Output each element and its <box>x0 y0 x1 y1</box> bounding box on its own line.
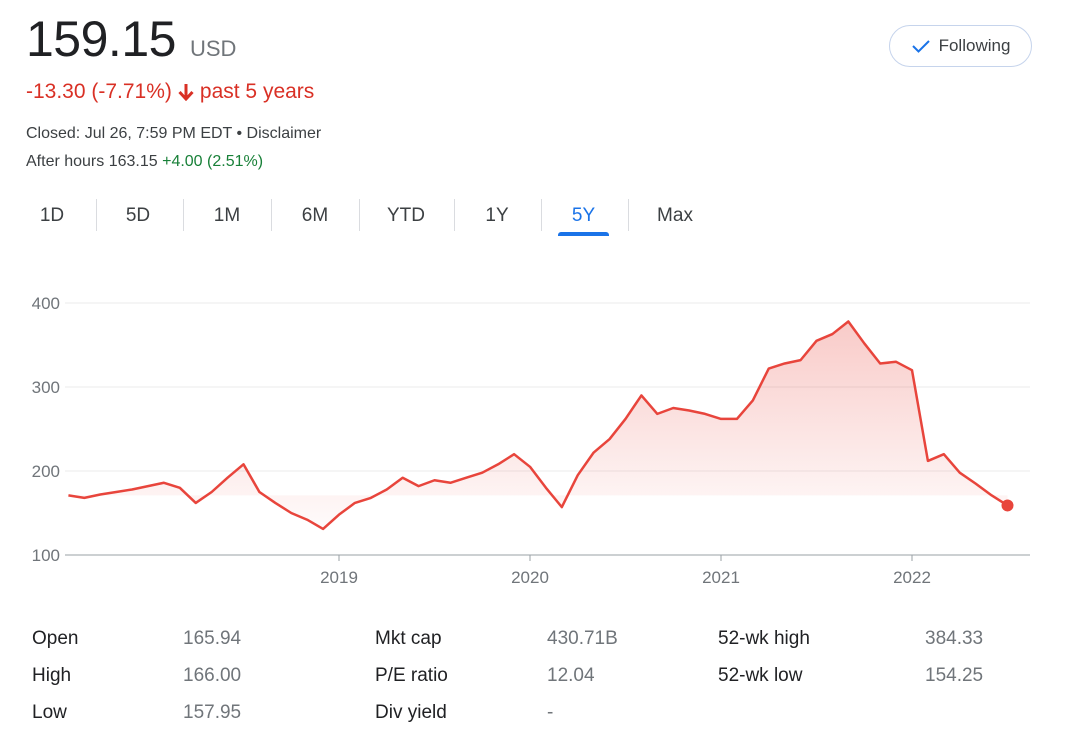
stat-label-52wk-low: 52-wk low <box>718 665 803 686</box>
y-tick-label: 200 <box>32 462 60 481</box>
tab-5y[interactable]: 5Y <box>571 205 596 226</box>
stat-value-pe-ratio: 12.04 <box>547 665 595 686</box>
stats-table: Open 165.94 High 166.00 Low 157.95 Mkt c… <box>0 618 1080 738</box>
tab-divider <box>96 199 97 231</box>
following-button-label: Following <box>938 36 1011 55</box>
price-line <box>68 320 1009 531</box>
stat-label-high: High <box>32 665 72 686</box>
x-tick-label: 2019 <box>320 568 358 587</box>
y-tick-label: 400 <box>32 294 60 313</box>
current-price-dot <box>1001 499 1014 512</box>
price-change: -13.30 (-7.71%) past 5 years <box>26 80 314 104</box>
after-hours-change: +4.00 (2.51%) <box>162 153 264 170</box>
tab-divider <box>454 199 455 231</box>
following-button[interactable]: Following <box>889 25 1032 67</box>
stat-value-52wk-high: 384.33 <box>925 628 984 649</box>
tab-1m[interactable]: 1M <box>213 205 241 226</box>
tab-6m[interactable]: 6M <box>301 205 329 226</box>
range-tabs: 1D 5D 1M 6M YTD 1Y 5Y Max <box>0 196 720 240</box>
separator-dot: • <box>232 125 247 142</box>
active-tab-indicator <box>558 232 609 236</box>
change-period: past 5 years <box>199 80 315 103</box>
tab-max[interactable]: Max <box>657 205 693 226</box>
y-tick-label: 100 <box>32 546 60 565</box>
y-tick-label: 300 <box>32 378 60 397</box>
stat-value-low: 157.95 <box>183 702 242 723</box>
stat-value-mkt-cap: 430.71B <box>547 628 618 649</box>
tab-5d[interactable]: 5D <box>125 205 151 226</box>
price-header: 159.15 USD <box>26 10 236 68</box>
tab-ytd[interactable]: YTD <box>387 205 425 226</box>
closed-info: Closed: Jul 26, 7:59 PM EDT • Disclaimer <box>26 125 321 143</box>
stat-label-div-yield: Div yield <box>375 702 447 723</box>
tab-divider <box>271 199 272 231</box>
disclaimer-link[interactable]: Disclaimer <box>246 125 322 142</box>
price-chart[interactable]: 100 200 300 400 2019 2020 2021 2022 <box>0 280 1080 600</box>
currency-label: USD <box>189 36 237 61</box>
stat-value-open: 165.94 <box>183 628 242 649</box>
x-tick-label: 2020 <box>511 568 549 587</box>
stat-value-52wk-low: 154.25 <box>925 665 984 686</box>
tab-divider <box>628 199 629 231</box>
tab-1y[interactable]: 1Y <box>485 205 509 226</box>
stat-label-open: Open <box>32 628 79 649</box>
arrow-down-icon <box>178 83 194 101</box>
check-icon <box>911 40 930 53</box>
price-area-fill <box>68 321 1008 529</box>
closed-time: Closed: Jul 26, 7:59 PM EDT <box>26 125 233 142</box>
after-hours-price: After hours 163.15 <box>26 153 158 170</box>
tab-divider <box>183 199 184 231</box>
tab-divider <box>359 199 360 231</box>
tab-1d[interactable]: 1D <box>39 205 65 226</box>
stat-label-mkt-cap: Mkt cap <box>375 628 442 649</box>
stat-label-pe-ratio: P/E ratio <box>375 665 448 686</box>
current-price: 159.15 <box>26 11 176 67</box>
stat-label-low: Low <box>32 702 67 723</box>
price-chart-svg: 100 200 300 400 2019 2020 2021 2022 <box>32 294 1030 587</box>
after-hours-info: After hours 163.15 +4.00 (2.51%) <box>26 153 263 171</box>
change-value: -13.30 (-7.71%) <box>26 80 172 103</box>
stat-label-52wk-high: 52-wk high <box>718 628 810 649</box>
stat-value-high: 166.00 <box>183 665 242 686</box>
tab-divider <box>541 199 542 231</box>
stat-value-div-yield: - <box>547 702 554 723</box>
x-tick-label: 2021 <box>702 568 740 587</box>
x-tick-label: 2022 <box>893 568 931 587</box>
